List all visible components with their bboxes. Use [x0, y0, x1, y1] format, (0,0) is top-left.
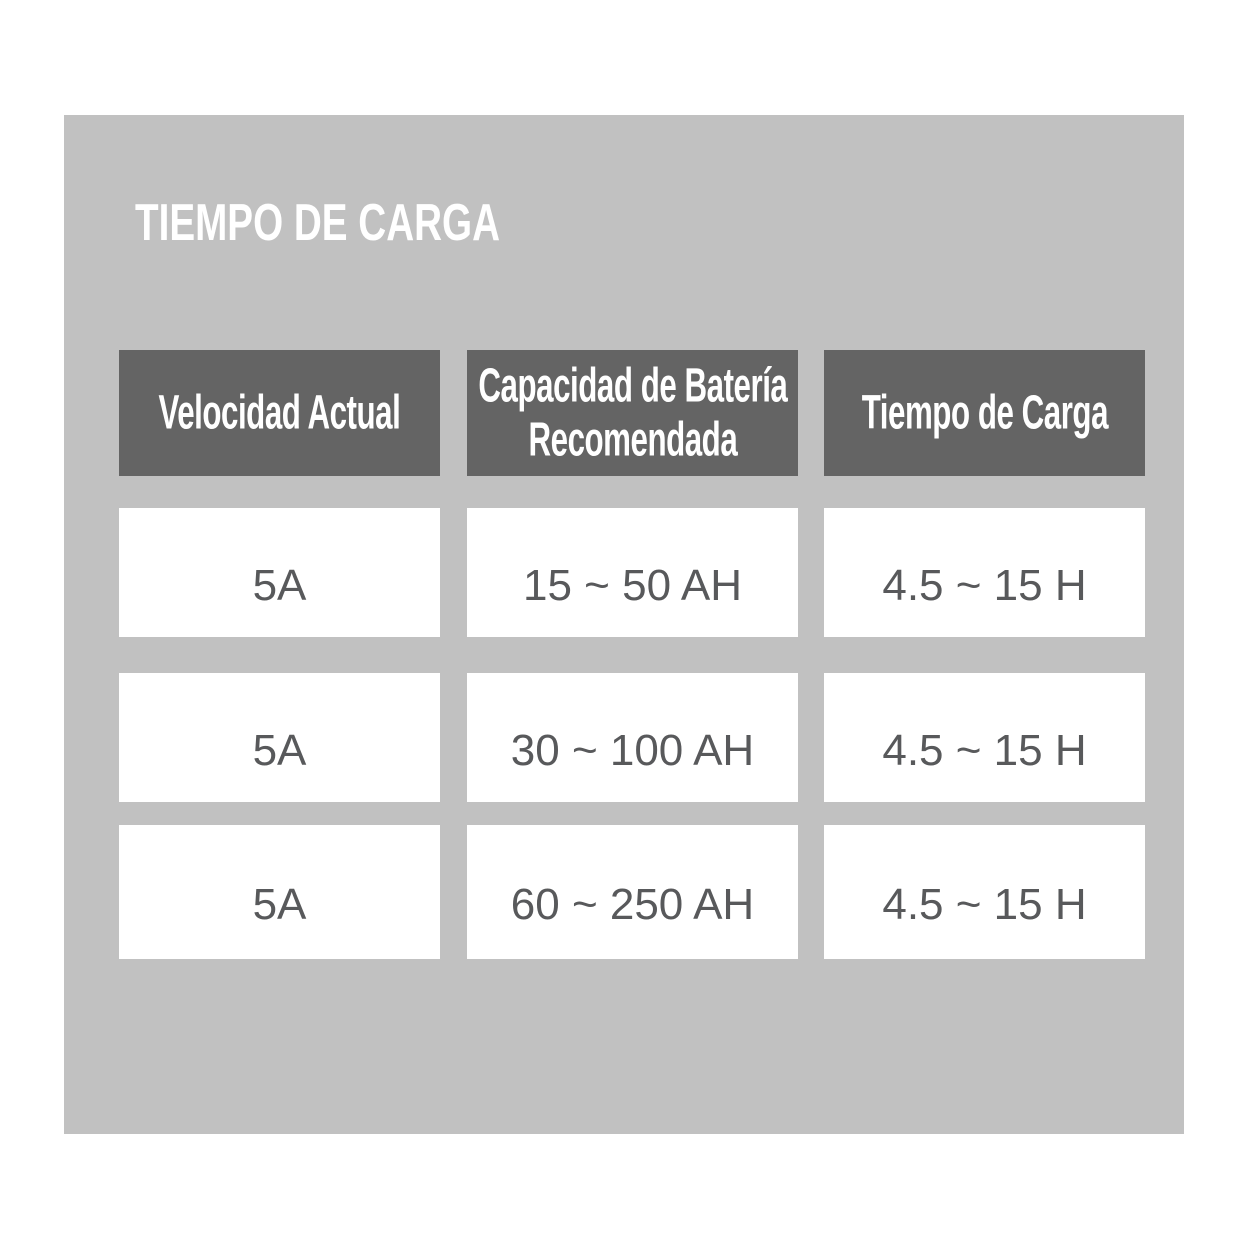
svg-text:TIEMPO DE CARGA: TIEMPO DE CARGA	[135, 194, 500, 252]
